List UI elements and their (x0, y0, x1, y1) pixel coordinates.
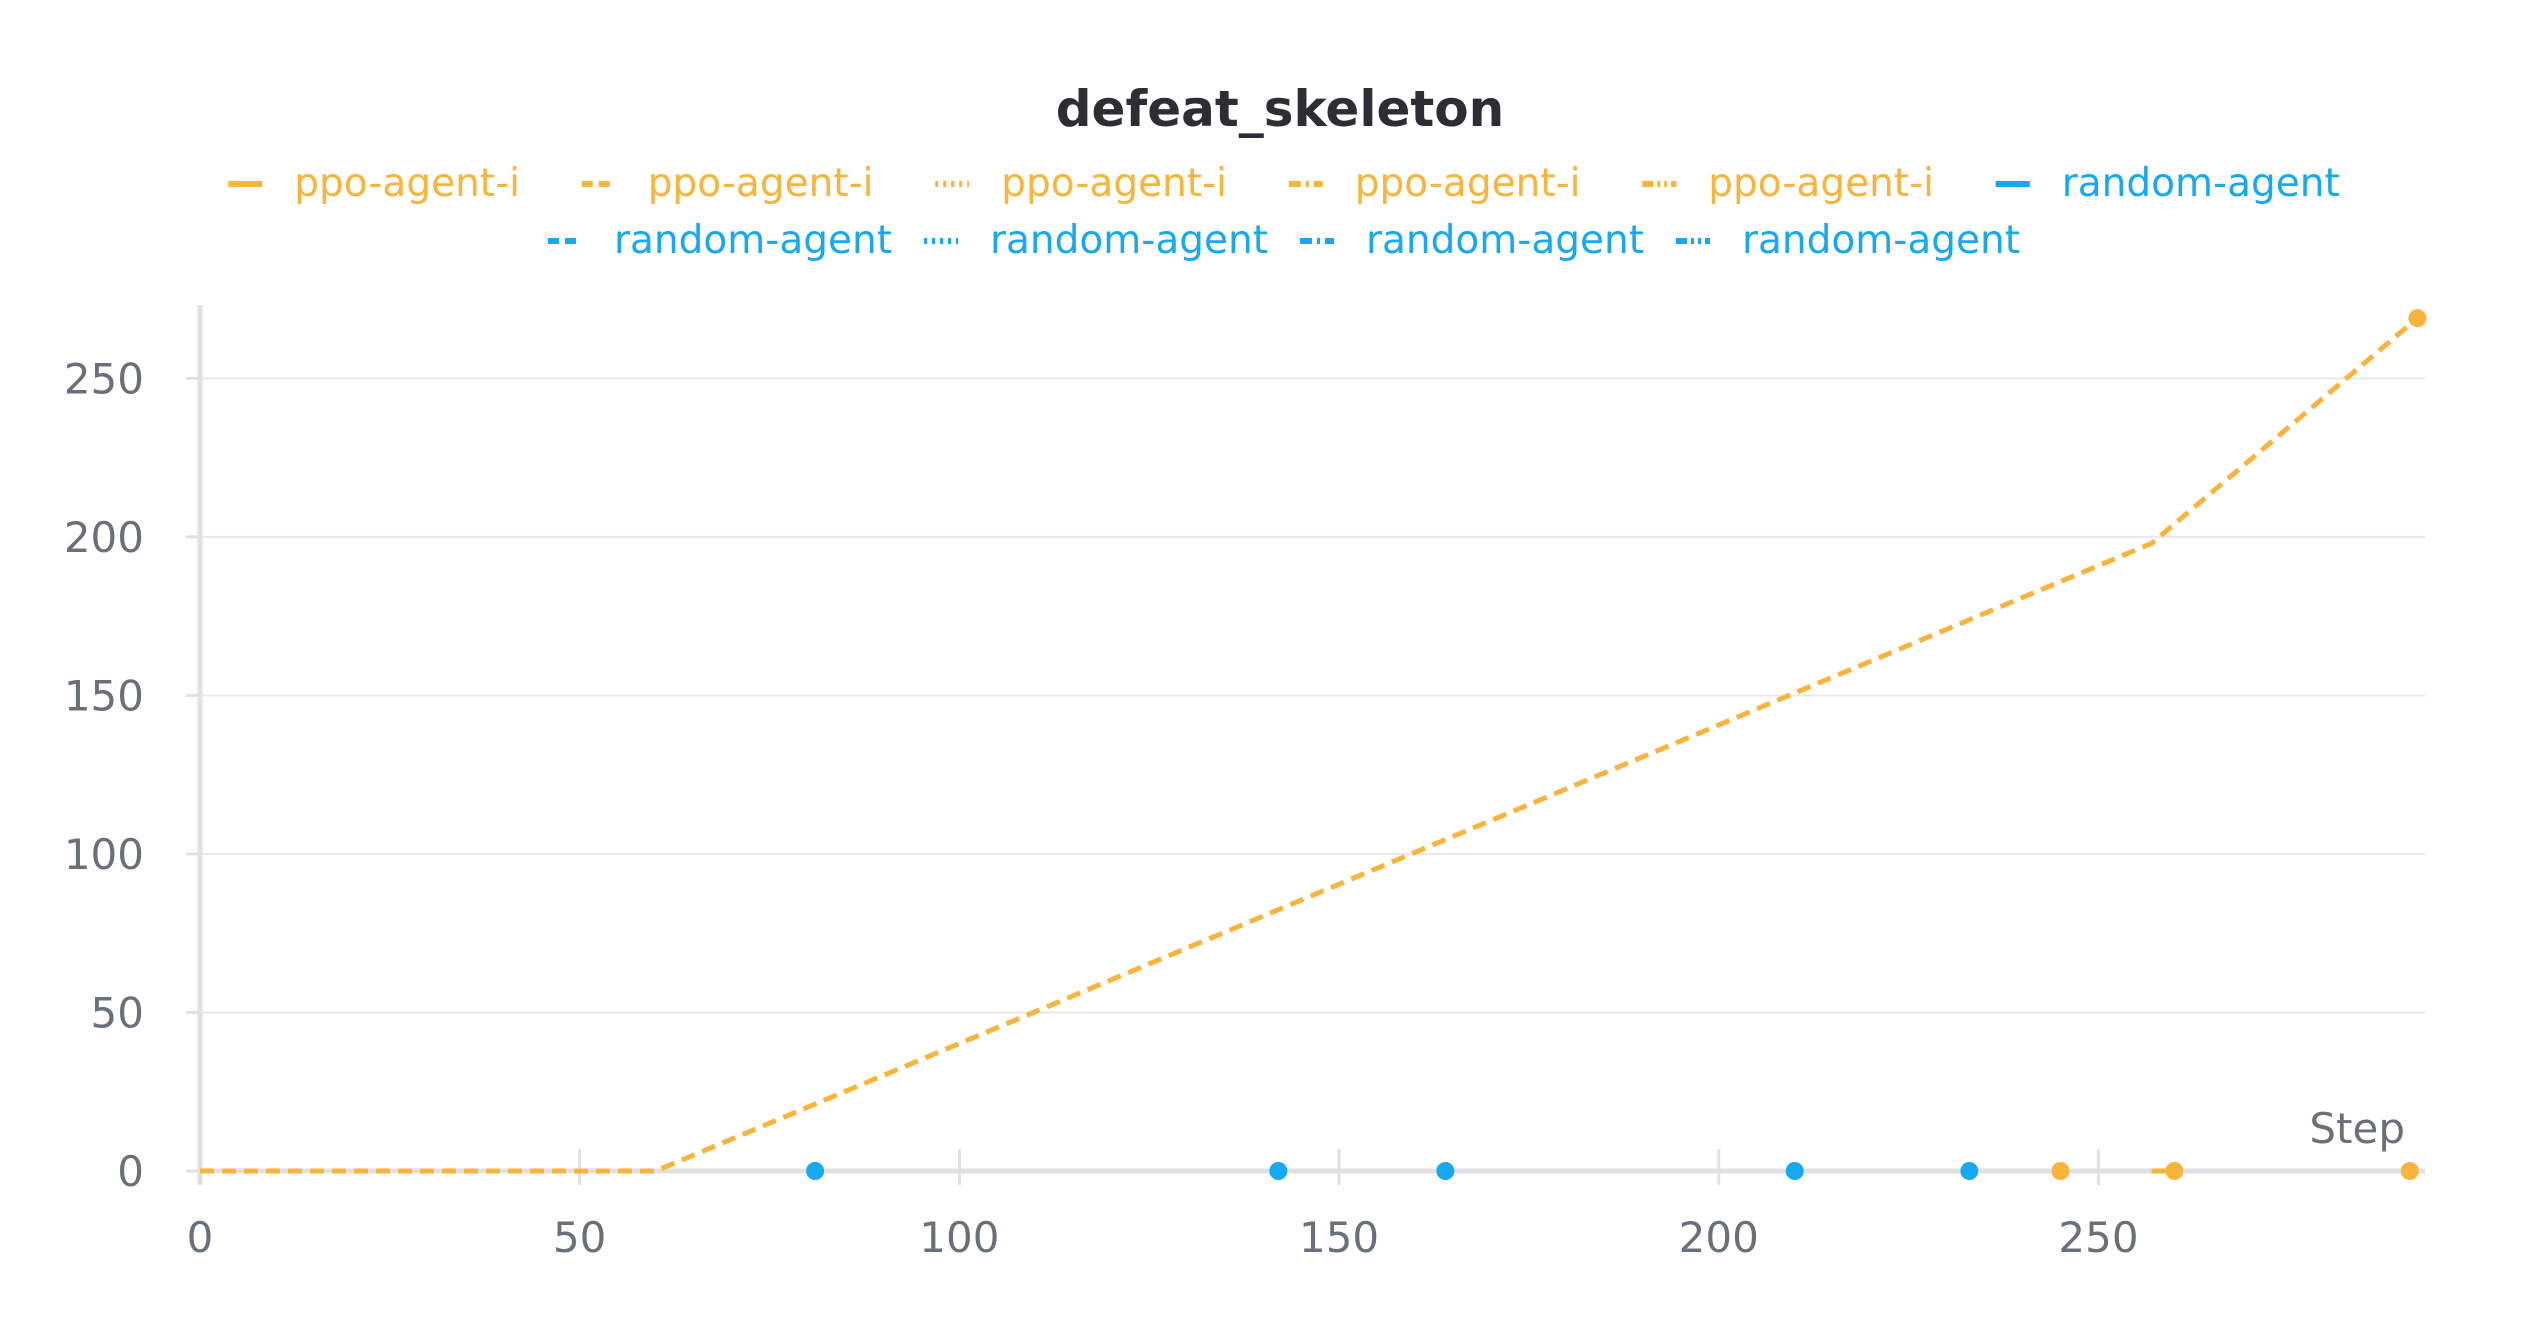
axes: 0 50 100 150 200 250 0 50 100 150 200 250 (64, 305, 2425, 1262)
series-endpoint (2408, 309, 2427, 328)
y-tick-label: 200 (64, 513, 144, 562)
data-point (1436, 1162, 1455, 1180)
legend-item: random-agent (1676, 218, 2020, 263)
legend-label: ppo-agent-i (1708, 161, 1934, 206)
legend-label: ppo-agent-i (1355, 161, 1581, 206)
data-point (1785, 1162, 1804, 1180)
y-tick-label: 250 (64, 354, 144, 403)
legend-label: ppo-agent-i (1001, 161, 1227, 206)
legend-label: random-agent (614, 218, 892, 263)
legend-label: random-agent (1742, 218, 2020, 263)
series-8 (1785, 1162, 1804, 1180)
data-point (2051, 1162, 2070, 1180)
series-1 (200, 309, 2427, 1174)
x-tick-label: 250 (2058, 1213, 2138, 1262)
series-2 (2051, 1162, 2070, 1180)
legend-item: ppo-agent-i (1642, 161, 1934, 206)
x-tick-label: 0 (187, 1213, 214, 1262)
legend: ppo-agent-i ppo-agent-i ppo-agent-i ppo-age… (228, 161, 2340, 263)
data-point (1269, 1162, 1288, 1180)
y-tick-label: 50 (91, 988, 144, 1037)
series-6 (1269, 1162, 1288, 1180)
data-point (1960, 1162, 1979, 1180)
series-5 (806, 1162, 825, 1180)
legend-item: ppo-agent-i (1288, 161, 1581, 206)
data-point (2400, 1162, 2419, 1180)
legend-item: ppo-agent-i (581, 161, 874, 206)
chart-title: defeat_skeleton (1056, 80, 1505, 138)
legend-item: ppo-agent-i (935, 161, 1227, 206)
legend-label: ppo-agent-i (648, 161, 874, 206)
legend-item: ppo-agent-i (228, 161, 520, 206)
legend-item: random-agent (1995, 161, 2340, 206)
data-point (806, 1162, 825, 1180)
x-axis-title: Step (2309, 1104, 2405, 1153)
x-tick-label: 100 (919, 1213, 999, 1262)
legend-label: random-agent (990, 218, 1268, 263)
series-layer (200, 309, 2427, 1180)
legend-label: random-agent (2062, 161, 2340, 206)
legend-item: random-agent (548, 218, 892, 263)
series-3 (2151, 1162, 2184, 1180)
series-9 (1960, 1162, 1979, 1180)
legend-item: random-agent (924, 218, 1268, 263)
legend-label: ppo-agent-i (294, 161, 520, 206)
legend-label: random-agent (1366, 218, 1644, 263)
x-tick-label: 50 (553, 1213, 606, 1262)
series-7 (1436, 1162, 1455, 1180)
series-endpoint (2165, 1162, 2184, 1180)
x-tick-label: 200 (1679, 1213, 1759, 1262)
series-line (200, 316, 2420, 1174)
y-tick-label: 100 (64, 830, 144, 879)
x-tick-label: 150 (1299, 1213, 1379, 1262)
y-tick-label: 0 (117, 1147, 144, 1196)
y-tick-label: 150 (64, 671, 144, 720)
legend-item: random-agent (1300, 218, 1644, 263)
grid (200, 377, 2425, 1014)
series-4 (2400, 1162, 2419, 1180)
